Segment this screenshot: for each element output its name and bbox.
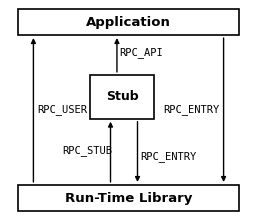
Text: RPC_STUB: RPC_STUB	[62, 145, 112, 156]
Text: Stub: Stub	[106, 90, 138, 103]
Text: Application: Application	[86, 15, 171, 29]
Text: Run-Time Library: Run-Time Library	[65, 191, 192, 205]
FancyBboxPatch shape	[18, 9, 239, 35]
Text: RPC_ENTRY: RPC_ENTRY	[140, 151, 196, 162]
FancyBboxPatch shape	[90, 75, 154, 119]
FancyBboxPatch shape	[18, 185, 239, 211]
Text: RPC_ENTRY: RPC_ENTRY	[163, 104, 220, 116]
Text: RPC_USER: RPC_USER	[37, 104, 87, 116]
Text: RPC_API: RPC_API	[120, 47, 163, 58]
